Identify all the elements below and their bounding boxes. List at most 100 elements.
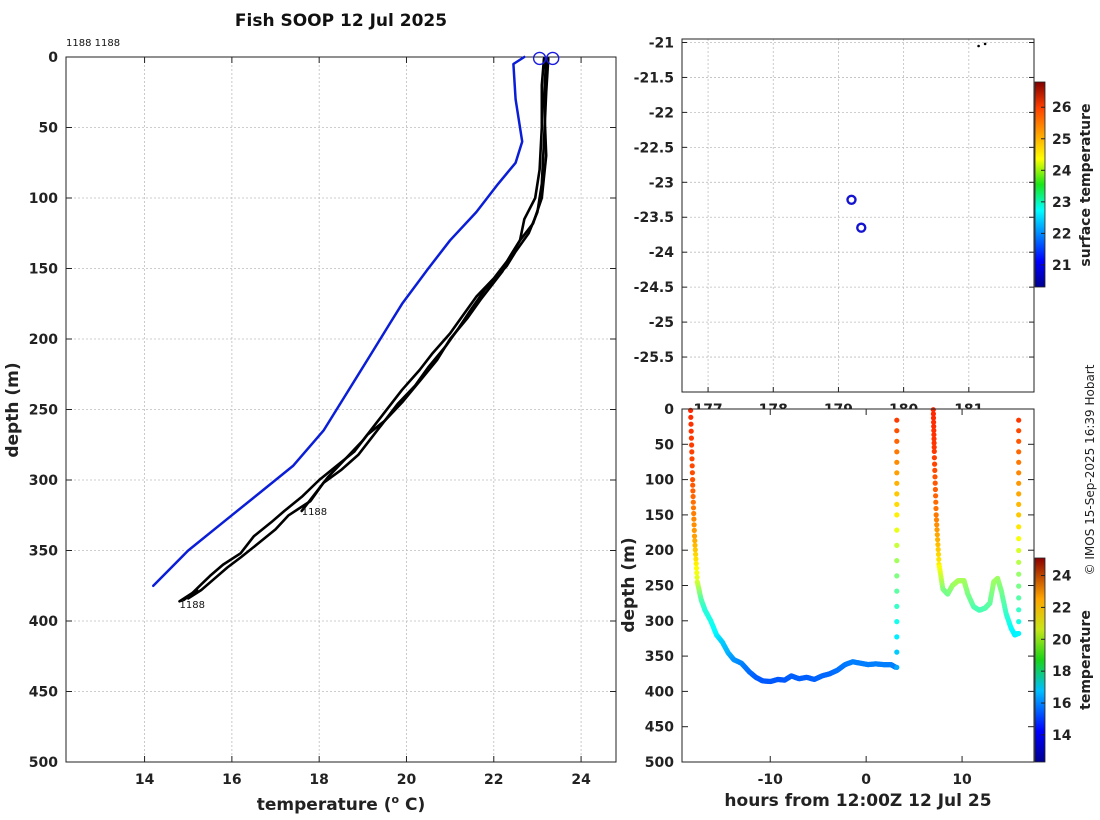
timeseries-ytick-label: 0 — [664, 402, 674, 418]
timeseries-point — [690, 482, 696, 488]
timeseries-point — [691, 527, 697, 534]
timeseries-point — [1016, 512, 1022, 518]
timeseries-point — [688, 435, 695, 441]
profile-xtick-label: 18 — [309, 772, 328, 788]
profile-ytick-label: 50 — [39, 121, 59, 137]
map-ytick-label: -24.5 — [634, 280, 674, 296]
map-ytick-label: -21.5 — [634, 70, 674, 86]
timeseries-point — [691, 516, 697, 522]
profile-annotation: 1188 — [179, 600, 204, 611]
timeseries-point — [932, 474, 938, 480]
timeseries-point — [693, 551, 699, 558]
map-colorbar-tick-label: 22 — [1052, 226, 1071, 242]
timeseries-point — [894, 438, 900, 444]
timeseries-point — [931, 448, 937, 454]
map-colorbar-tick-label: 21 — [1052, 258, 1071, 274]
profile-surface-marker — [546, 51, 560, 66]
timeseries-point — [688, 421, 694, 427]
timeseries-point — [935, 537, 941, 543]
timeseries-point — [1016, 547, 1022, 554]
map-ytick-label: -23 — [649, 175, 674, 191]
timeseries-point — [930, 407, 936, 413]
timeseries-point — [693, 561, 699, 567]
map-ytick-label: -23.5 — [634, 210, 674, 226]
timeseries-point — [931, 432, 937, 438]
profile-ytick-label: 450 — [29, 685, 58, 701]
timeseries-xtick-label: -10 — [758, 772, 784, 788]
timeseries-point — [933, 512, 939, 518]
map-ytick-label: -21 — [649, 35, 674, 51]
timeseries-point — [691, 510, 697, 517]
timeseries-point — [1016, 583, 1022, 589]
timeseries-colorbar-tick-label: 20 — [1052, 632, 1072, 648]
timeseries-point — [689, 442, 695, 448]
timeseries-ylabel: depth (m) — [619, 537, 639, 632]
timeseries-point — [894, 649, 900, 655]
timeseries-point — [1016, 491, 1022, 497]
timeseries-xtick-label: 10 — [952, 772, 972, 788]
timeseries-colorbar-tick-label: 18 — [1052, 664, 1071, 680]
timeseries-background — [682, 409, 1034, 762]
timeseries-point — [692, 547, 698, 553]
map-ytick-label: -22.5 — [634, 140, 674, 156]
timeseries-point — [1016, 630, 1022, 637]
timeseries-point — [894, 417, 900, 423]
timeseries-point — [894, 480, 900, 486]
profile-ytick-label: 300 — [29, 473, 58, 489]
timeseries-point — [931, 455, 938, 461]
timeseries-point — [931, 427, 937, 434]
timeseries-point — [690, 477, 696, 483]
profile-frame — [65, 56, 617, 763]
profile-line-cast-2 — [186, 57, 550, 600]
timeseries-point — [894, 603, 900, 610]
timeseries-colorbar-tick-label: 14 — [1052, 728, 1072, 744]
timeseries-point — [935, 542, 941, 548]
profile-ytick-label: 500 — [29, 755, 58, 771]
timeseries-ytick-label: 200 — [645, 543, 674, 559]
timeseries-point — [690, 505, 697, 511]
timeseries-point — [934, 532, 940, 538]
map-panel: 177178179180181-21-21.5-22-22.5-23-23.5-… — [634, 35, 1094, 418]
credit-text: © IMOS 15-Sep-2025 16:39 Hobart — [1083, 364, 1097, 575]
timeseries-point — [690, 499, 696, 505]
timeseries-point — [932, 480, 938, 486]
timeseries-point — [693, 556, 699, 562]
timeseries-point — [894, 558, 900, 564]
map-colorbar-tick-label: 26 — [1052, 100, 1071, 116]
timeseries-ytick-label: 50 — [655, 437, 675, 453]
timeseries-xlabel: hours from 12:00Z 12 Jul 25 — [724, 791, 991, 811]
timeseries-point — [934, 527, 940, 533]
timeseries-point — [1016, 524, 1022, 530]
profile-xtick-label: 20 — [397, 772, 417, 788]
timeseries-point — [894, 588, 900, 594]
timeseries-point — [894, 512, 900, 518]
timeseries-point — [894, 573, 900, 579]
timeseries-point — [894, 449, 900, 455]
map-colorbar — [1034, 81, 1046, 288]
map-station-marker — [846, 194, 857, 205]
timeseries-point — [894, 501, 900, 507]
profile-ytick-label: 200 — [29, 332, 58, 348]
timeseries-point — [692, 542, 698, 548]
timeseries-point — [933, 493, 939, 499]
map-colorbar-tick-label: 23 — [1052, 195, 1071, 211]
timeseries-point — [1016, 480, 1022, 486]
map-colorbar-tick-label: 25 — [1052, 132, 1071, 148]
timeseries-point — [930, 415, 937, 421]
timeseries-point — [894, 619, 900, 625]
timeseries-point — [1016, 449, 1022, 455]
timeseries-point — [935, 551, 942, 558]
timeseries-point — [688, 414, 694, 420]
timeseries-point — [1016, 470, 1022, 476]
profile-ytick-label: 350 — [29, 544, 58, 560]
profile-xlabel: temperature (o C) — [257, 793, 426, 815]
timeseries-colorbar-label: temperature — [1078, 610, 1094, 710]
timeseries-point — [1016, 417, 1022, 423]
timeseries-colorbar-tick-label: 22 — [1052, 600, 1071, 616]
timeseries-point — [931, 444, 937, 450]
timeseries-point — [931, 436, 937, 442]
timeseries-colorbar — [1034, 557, 1046, 763]
timeseries-point — [691, 522, 697, 528]
timeseries-point — [932, 486, 939, 493]
